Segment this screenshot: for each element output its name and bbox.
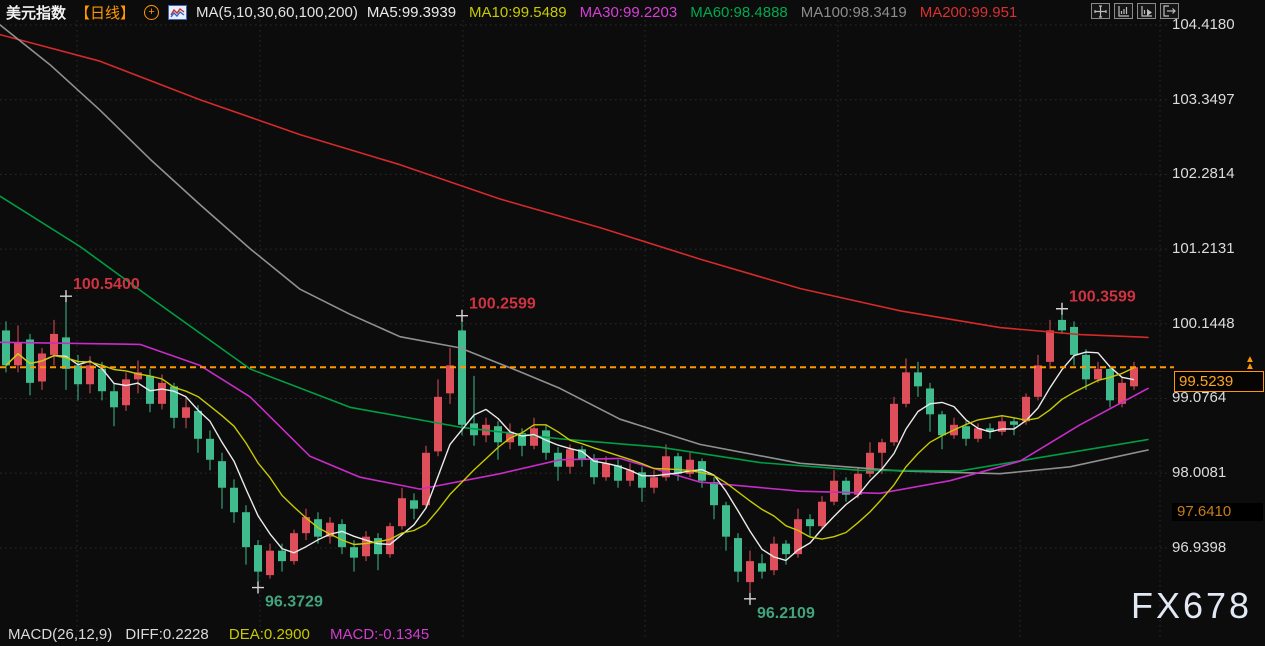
ma-legend-item: MA60:98.4888 — [690, 3, 788, 21]
price-up-arrow-icon: ▲ ▲ — [1245, 354, 1255, 373]
y-axis-label: 100.1448 — [1172, 314, 1235, 332]
y-axis-label: 96.9398 — [1172, 538, 1227, 556]
y-axis-label: 101.2131 — [1172, 240, 1235, 258]
ma-settings-label: MA(5,10,30,60,100,200) — [196, 3, 358, 21]
exit-icon[interactable] — [1160, 3, 1179, 19]
dea-value: DEA:0.2900 — [228, 626, 310, 643]
y-axis-label: 103.3497 — [1172, 90, 1235, 108]
crosshair-move-icon[interactable] — [1091, 3, 1110, 19]
ma-line-ma60 — [0, 195, 1149, 472]
ma-legend-item: MA200:99.951 — [919, 3, 1018, 21]
ma-legend: MA5:99.3939 MA10:99.5489 MA30:99.2203 MA60:… — [367, 4, 1017, 21]
add-indicator-icon[interactable]: + — [144, 4, 160, 20]
mini-chart-icon[interactable] — [168, 4, 188, 20]
ma-line-ma30 — [0, 341, 1149, 495]
y-axis-label: 104.4180 — [1172, 16, 1235, 33]
macd-status-row: MACD(26,12,9) DIFF:0.2228 DEA:0.2900 MAC… — [8, 626, 445, 643]
swing-low-label: 96.2109 — [757, 605, 815, 622]
current-price-badge: 99.5239 — [1174, 371, 1264, 393]
ma-line-ma10 — [5, 353, 1135, 546]
instrument-title: 美元指数 — [6, 4, 67, 22]
y-axis-label: 99.0764 — [1172, 389, 1227, 407]
ma-legend-item: MA30:99.2203 — [579, 3, 678, 21]
timeframe-selector[interactable]: 【日线】 — [75, 4, 136, 22]
macd-params-label: MACD(26,12,9) — [8, 626, 113, 643]
macd-value: MACD:-0.1345 — [329, 626, 430, 643]
ma-line-ma200 — [0, 33, 1149, 339]
chart-play-icon[interactable] — [1137, 3, 1156, 19]
swing-high-label: 100.3599 — [1069, 289, 1136, 306]
chart-header: 美元指数 【日线】 + MA(5,10,30,60,100,200) MA5:9… — [6, 3, 1017, 22]
swing-low-label: 96.3729 — [265, 594, 323, 611]
ma-legend-item: MA100:98.3419 — [800, 3, 907, 21]
y-axis-label: 102.2814 — [1172, 165, 1235, 183]
y-axis-label: 98.0081 — [1172, 464, 1227, 482]
swing-high-label: 100.5400 — [73, 276, 140, 293]
chart-panel-icon[interactable] — [1114, 3, 1133, 19]
swing-high-label: 100.2599 — [469, 296, 536, 313]
ma-legend-item: MA10:99.5489 — [469, 3, 567, 21]
alert-price-badge: 97.6410 — [1172, 502, 1263, 521]
chart-toolbar — [1091, 3, 1179, 19]
watermark: FX678 — [1131, 585, 1253, 626]
ma-legend-item: MA5:99.3939 — [366, 3, 457, 21]
ma-line-ma5 — [5, 351, 1135, 562]
diff-value: DIFF:0.2228 — [125, 626, 209, 643]
